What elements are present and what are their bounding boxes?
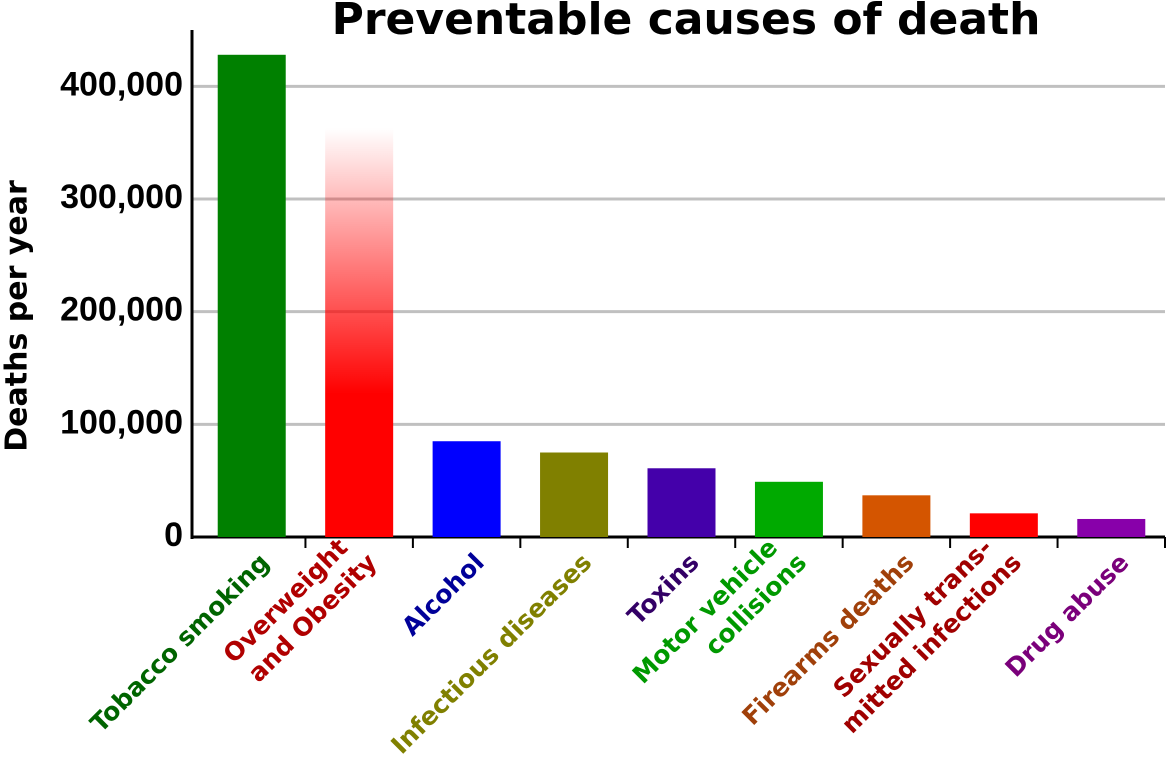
y-axis-label: Deaths per year — [0, 180, 35, 452]
bar — [432, 441, 501, 537]
bar — [325, 128, 394, 537]
y-tick-label: 0 — [164, 516, 183, 554]
bar — [862, 495, 931, 537]
bar — [540, 452, 609, 537]
y-tick-label: 100,000 — [60, 403, 183, 441]
bar — [217, 54, 286, 537]
bar — [969, 513, 1038, 537]
x-tick-label: Alcohol — [396, 548, 490, 642]
x-tick-label-line: Infectious diseases — [385, 548, 597, 757]
y-tick-label: 200,000 — [60, 291, 183, 329]
bar — [1077, 518, 1146, 537]
y-tick-label: 400,000 — [60, 65, 183, 103]
x-tick-label-line: mitted infections — [836, 548, 1027, 739]
x-tick-label-line: Alcohol — [396, 548, 490, 642]
x-tick-label: Infectious diseases — [385, 548, 597, 757]
bar — [754, 481, 823, 537]
y-tick-label: 300,000 — [60, 178, 183, 216]
bar — [647, 468, 716, 537]
chart-title: Preventable causes of death — [332, 0, 1041, 45]
